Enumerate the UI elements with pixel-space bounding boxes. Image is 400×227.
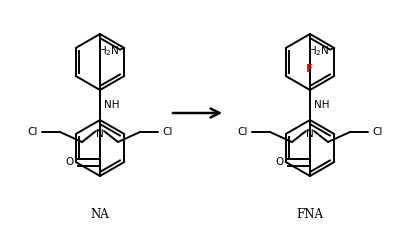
- Text: O: O: [66, 157, 74, 167]
- Text: N: N: [96, 129, 104, 139]
- Text: Cl: Cl: [372, 127, 382, 137]
- Text: Cl: Cl: [238, 127, 248, 137]
- Text: NH: NH: [104, 100, 120, 110]
- Text: NA: NA: [91, 209, 109, 222]
- Text: H$_2$N: H$_2$N: [98, 44, 119, 58]
- Text: NH: NH: [314, 100, 330, 110]
- Text: O: O: [276, 157, 284, 167]
- Text: H$_2$N: H$_2$N: [308, 44, 329, 58]
- Text: N: N: [306, 129, 314, 139]
- Text: F: F: [306, 64, 314, 74]
- Text: Cl: Cl: [162, 127, 172, 137]
- Text: FNA: FNA: [296, 209, 324, 222]
- Text: Cl: Cl: [28, 127, 38, 137]
